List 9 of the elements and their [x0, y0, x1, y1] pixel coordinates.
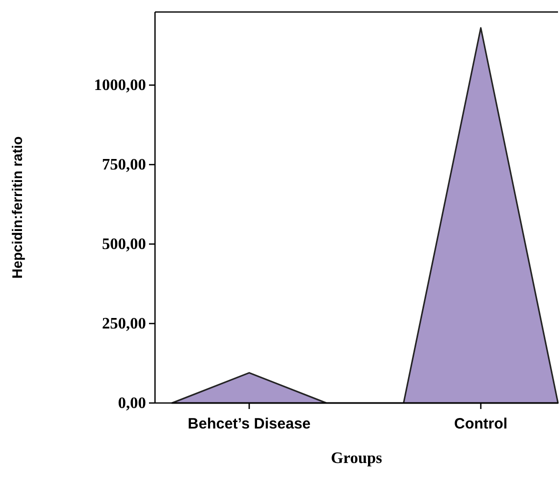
- x-tick-label: Control: [454, 416, 508, 432]
- y-tick-label: 500,00: [102, 236, 146, 254]
- x-axis-title: Groups: [330, 450, 382, 467]
- y-tick-label: 750,00: [102, 156, 146, 174]
- x-tick-label: Behcet’s Disease: [188, 416, 311, 432]
- y-tick-label: 250,00: [102, 316, 146, 333]
- y-axis-title: Hepcidin:ferritin ratio: [9, 136, 25, 279]
- y-tick-label: 0,00: [118, 395, 146, 412]
- y-tick-label: 1000,00: [94, 77, 146, 94]
